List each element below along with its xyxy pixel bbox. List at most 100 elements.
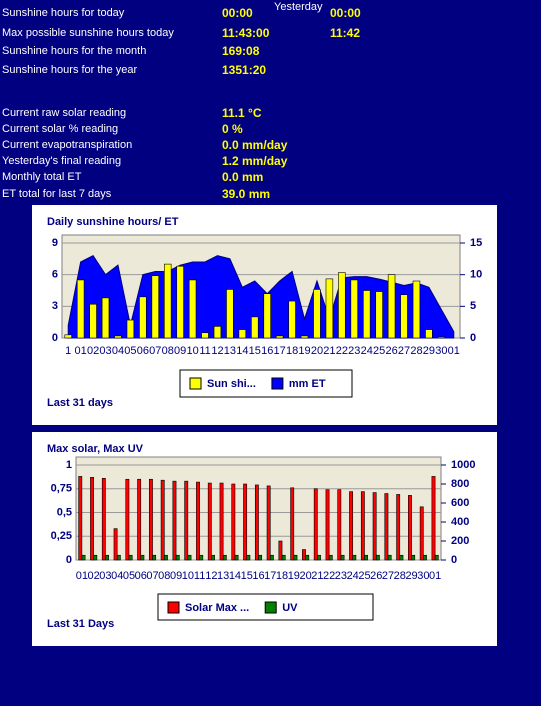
- x-tick-label: 30: [435, 345, 447, 357]
- x-tick-label: 26: [370, 570, 382, 582]
- y2-tick-label: 600: [451, 497, 469, 509]
- y-tick-label: 6: [52, 269, 58, 281]
- bar: [81, 554, 86, 561]
- x-tick-label: 09: [170, 570, 182, 582]
- bar: [360, 491, 365, 561]
- bar: [325, 489, 330, 561]
- x-tick-label: 23: [348, 345, 360, 357]
- y-tick-label: 1: [66, 459, 72, 471]
- bar: [140, 554, 145, 561]
- info-label: Sunshine hours for the month: [2, 45, 147, 57]
- bar: [196, 481, 200, 561]
- bar: [128, 554, 133, 561]
- x-tick-label: 23: [335, 570, 347, 582]
- bar: [349, 491, 353, 561]
- bar: [101, 297, 110, 339]
- bar: [375, 554, 380, 561]
- x-tick-label: 27: [382, 570, 394, 582]
- chart-title: Max solar, Max UV: [47, 443, 144, 455]
- info-value: 1351:20: [222, 63, 267, 77]
- x-tick-label: 29: [405, 570, 417, 582]
- bar: [64, 334, 72, 339]
- bar: [425, 329, 433, 339]
- x-tick-label: 14: [229, 570, 241, 582]
- y2-tick-label: 10: [470, 269, 482, 281]
- bar: [437, 336, 446, 339]
- info-label: Sunshine hours for today: [2, 7, 125, 19]
- x-tick-label: 25: [358, 570, 370, 582]
- bar: [399, 554, 404, 561]
- x-tick-label: 01: [429, 570, 441, 582]
- bar: [207, 482, 212, 561]
- x-tick-label: 04: [111, 570, 123, 582]
- info-value: 0.0 mm/day: [222, 138, 288, 152]
- bar: [101, 477, 106, 561]
- bar: [281, 554, 286, 561]
- info-label: Max possible sunshine hours today: [2, 27, 174, 39]
- bar: [387, 274, 396, 339]
- bar: [93, 554, 98, 561]
- info-value: 11.1 °C: [222, 106, 262, 120]
- bar: [350, 279, 359, 339]
- x-tick-label: 28: [410, 345, 422, 357]
- info-value: 169:08: [222, 44, 260, 58]
- x-tick-label: 09: [174, 345, 186, 357]
- legend-swatch: [189, 377, 202, 390]
- y-tick-label: 0,75: [51, 483, 72, 495]
- x-tick-label: 24: [361, 345, 373, 357]
- info-value: 0.0 mm: [222, 170, 264, 184]
- bar: [408, 495, 412, 561]
- bar: [338, 272, 346, 339]
- bar: [176, 265, 184, 339]
- bar: [116, 554, 121, 561]
- x-tick-label: 02: [87, 345, 99, 357]
- x-tick-label: 29: [423, 345, 435, 357]
- x-tick-label: 06: [137, 345, 149, 357]
- bar: [290, 487, 295, 561]
- x-tick-label: 17: [264, 570, 276, 582]
- bar: [258, 554, 263, 561]
- bar: [238, 329, 247, 339]
- info-label: Yesterday's final reading: [2, 155, 122, 167]
- bar: [364, 554, 369, 561]
- bar: [201, 332, 209, 339]
- bar: [337, 489, 342, 561]
- legend-label: UV: [282, 602, 298, 614]
- x-tick-label: 25: [373, 345, 385, 357]
- legend-label: Sun shi...: [207, 378, 256, 390]
- info-label: Current raw solar reading: [2, 107, 127, 119]
- bar: [278, 540, 283, 561]
- bar: [90, 477, 94, 561]
- x-tick-label: 08: [158, 570, 170, 582]
- y2-tick-label: 200: [451, 535, 469, 547]
- x-tick-label: 06: [135, 570, 147, 582]
- x-tick-label: 07: [146, 570, 158, 582]
- x-tick-label: 01: [448, 345, 460, 357]
- bar: [76, 279, 85, 339]
- bar: [125, 478, 130, 561]
- y2-tick-label: 5: [470, 300, 476, 312]
- legend-label: Solar Max ...: [185, 602, 249, 614]
- info-value: 0 %: [222, 122, 243, 136]
- x-tick-label: 13: [217, 570, 229, 582]
- bar: [387, 554, 392, 561]
- bar: [160, 479, 165, 561]
- y-tick-label: 0: [66, 554, 72, 566]
- bar: [400, 294, 408, 339]
- x-tick-label: 10: [182, 570, 194, 582]
- info-label: Current solar % reading: [2, 123, 119, 135]
- bar: [219, 482, 224, 561]
- bar: [89, 303, 97, 339]
- x-tick-label: 15: [241, 570, 253, 582]
- bar: [184, 480, 189, 561]
- bar: [396, 494, 401, 561]
- x-tick-label: 18: [286, 345, 298, 357]
- y-tick-label: 0,25: [51, 530, 72, 542]
- x-tick-label: 07: [149, 345, 161, 357]
- x-tick-label: 03: [99, 345, 111, 357]
- bar: [300, 335, 309, 339]
- x-tick-label: 10: [186, 345, 198, 357]
- x-tick-label: 14: [236, 345, 248, 357]
- y-tick-label: 9: [52, 237, 58, 249]
